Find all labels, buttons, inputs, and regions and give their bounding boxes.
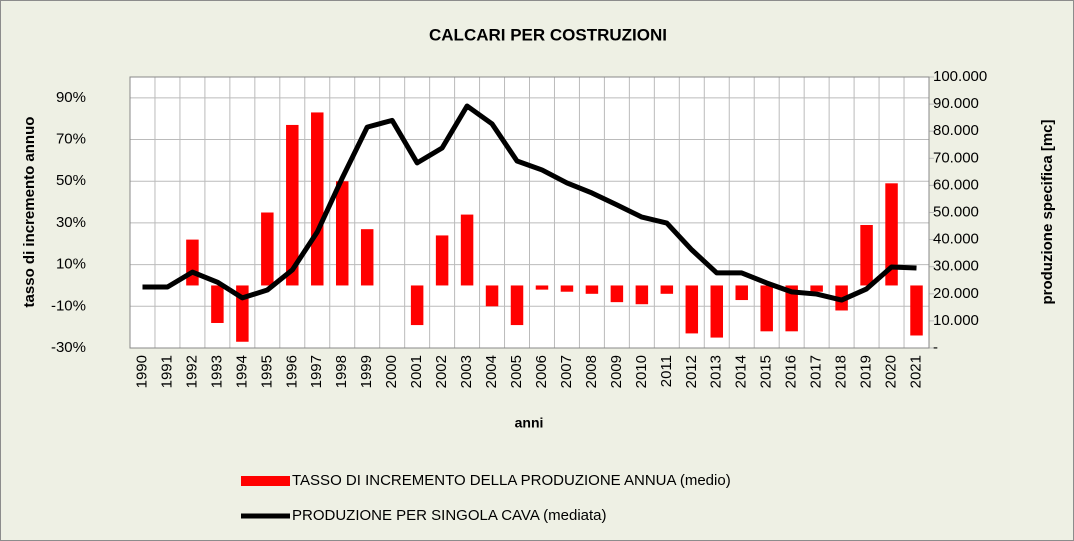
bar	[535, 285, 549, 290]
bar	[710, 285, 724, 338]
x-tick-label: 2012	[683, 355, 700, 388]
y-tick-label: 10%	[56, 256, 86, 273]
bar	[510, 285, 524, 326]
bar	[910, 285, 923, 336]
y2-tick-label: 20.000	[933, 285, 979, 302]
y-tick-label: -30%	[51, 339, 86, 356]
x-tick-label: 2011	[658, 355, 675, 387]
legend-label: PRODUZIONE PER SINGOLA CAVA (mediata)	[292, 507, 607, 524]
x-tick-label: 2001	[408, 355, 425, 388]
x-tick-label: 2005	[508, 355, 525, 388]
y2-tick-label: 70.000	[933, 149, 979, 166]
bar	[286, 124, 299, 286]
legend-swatch	[241, 476, 290, 486]
y2-tick-label: 40.000	[933, 231, 979, 248]
x-tick-label: 1992	[183, 355, 200, 388]
x-tick-label: 2018	[833, 355, 850, 388]
y2-tick-label: -	[933, 339, 938, 356]
bar	[435, 235, 449, 286]
bar	[211, 285, 224, 323]
bar	[360, 229, 374, 286]
bar	[335, 181, 349, 286]
x-tick-label: 1990	[133, 355, 150, 388]
x-tick-label: 1998	[333, 355, 350, 388]
y-tick-label: 70%	[56, 131, 86, 148]
x-tick-label: 2021	[907, 355, 924, 388]
bar	[785, 285, 798, 332]
x-tick-label: 2016	[783, 355, 800, 388]
x-tick-label: 2004	[483, 355, 500, 388]
x-tick-label: 2009	[608, 355, 625, 388]
y2-tick-label: 90.000	[933, 95, 979, 112]
x-tick-label: 2019	[858, 355, 875, 388]
y2-tick-label: 10.000	[933, 312, 979, 329]
bar	[685, 285, 699, 334]
x-tick-label: 1995	[258, 355, 275, 388]
bar	[810, 285, 823, 292]
bar	[585, 285, 599, 294]
x-tick-label: 1991	[158, 355, 175, 388]
y-tick-label: 30%	[56, 214, 86, 231]
bar	[560, 285, 574, 292]
y-tick-label: 50%	[56, 172, 86, 189]
y-tick-label: 90%	[56, 89, 86, 106]
x-tick-label: 1997	[308, 355, 325, 388]
bar	[660, 285, 674, 294]
x-tick-label: 2008	[583, 355, 600, 388]
x-tick-label: 2017	[808, 355, 825, 388]
y2-axis-label: produzione specifica [mc]	[1039, 119, 1056, 304]
bar	[860, 225, 873, 286]
bar	[485, 285, 499, 307]
bar	[635, 285, 649, 305]
y2-tick-label: 100.000	[933, 68, 987, 85]
y2-tick-label: 60.000	[933, 176, 979, 193]
line	[142, 103, 917, 303]
bar	[885, 183, 898, 286]
bar	[610, 285, 624, 303]
x-tick-label: 2007	[558, 355, 575, 388]
bar	[261, 212, 274, 286]
x-tick-label: 2003	[458, 355, 475, 388]
y2-tick-label: 30.000	[933, 258, 979, 275]
x-tick-label: 2015	[758, 355, 775, 388]
x-tick-label: 2000	[383, 355, 400, 388]
x-tick-label: 2014	[733, 355, 750, 388]
bar	[236, 285, 249, 342]
x-tick-label: 1996	[283, 355, 300, 388]
x-tick-label: 2020	[883, 355, 900, 388]
bar	[186, 239, 199, 286]
y-axis-label: tasso di incremento annuo	[21, 117, 38, 308]
bar	[735, 285, 748, 301]
y2-tick-label: 50.000	[933, 203, 979, 220]
y2-tick-label: 80.000	[933, 122, 979, 139]
x-tick-label: 1993	[208, 355, 225, 388]
x-tick-label: 1994	[233, 355, 250, 388]
legend-label: TASSO DI INCREMENTO DELLA PRODUZIONE ANN…	[292, 472, 731, 489]
x-axis-label: anni	[515, 415, 544, 431]
x-tick-label: 2013	[708, 355, 725, 388]
bar	[311, 112, 324, 286]
y-tick-label: -10%	[51, 297, 86, 314]
x-tick-label: 2002	[433, 355, 450, 388]
x-tick-label: 2006	[533, 355, 550, 388]
bar	[760, 285, 773, 332]
bar	[460, 214, 474, 286]
x-tick-label: 1999	[358, 355, 375, 388]
plot-border	[129, 76, 930, 349]
bar	[410, 285, 424, 326]
chart-title: CALCARI PER COSTRUZIONI	[429, 25, 667, 44]
x-tick-label: 2010	[633, 355, 650, 388]
